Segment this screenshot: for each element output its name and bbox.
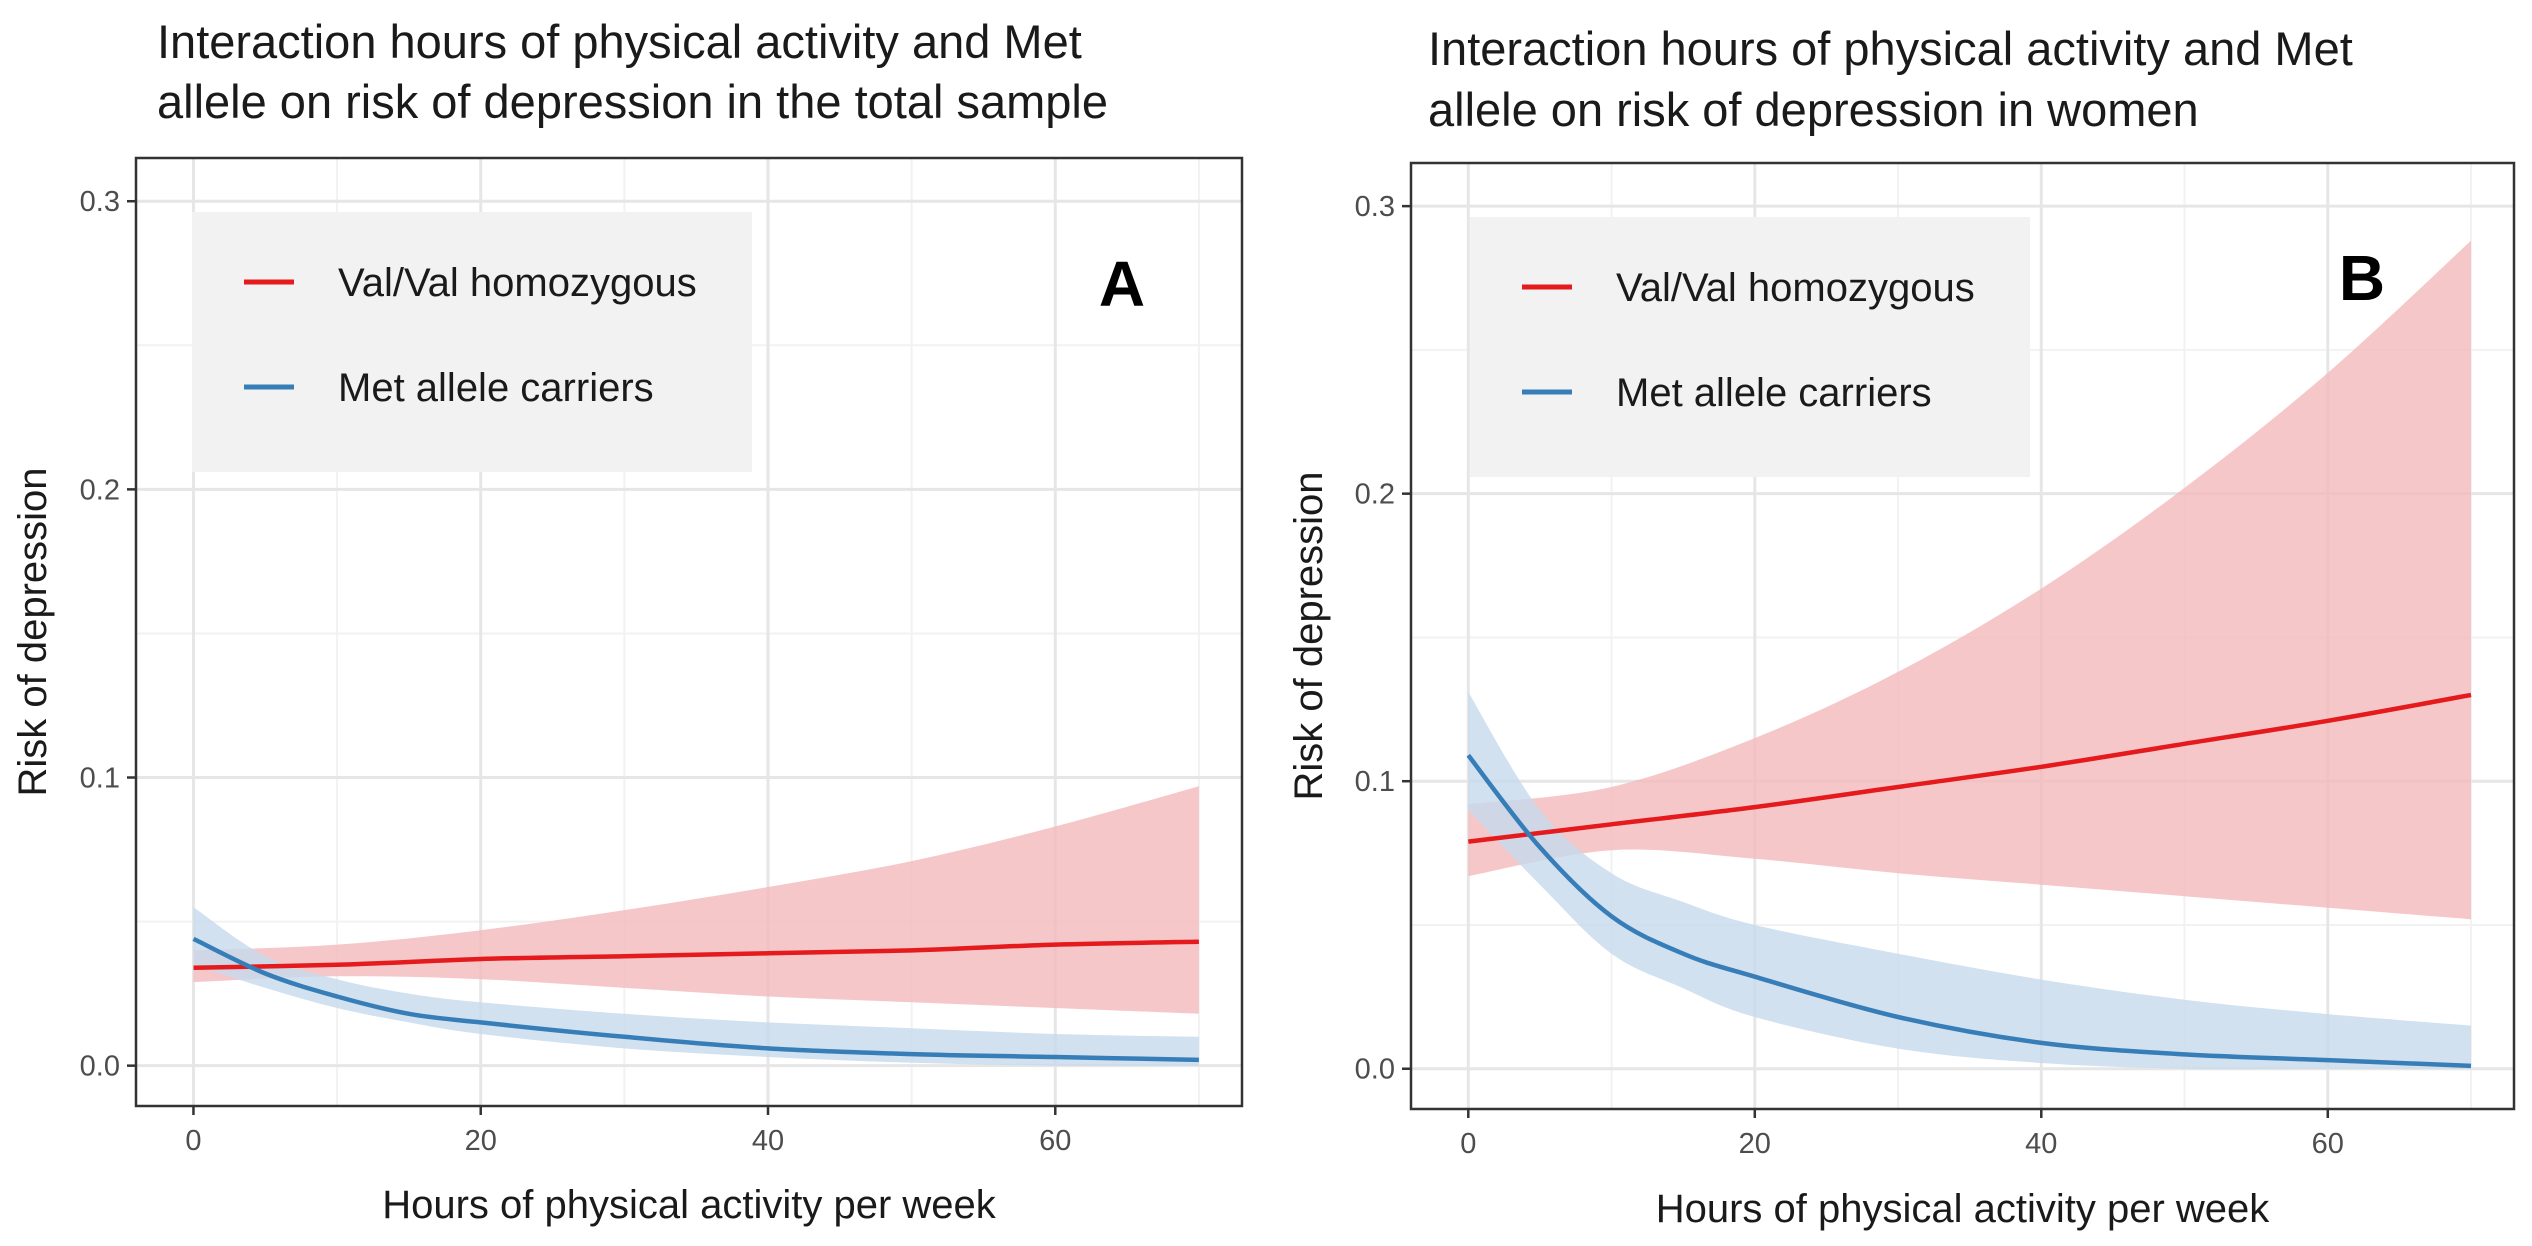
plot-border [1409, 161, 2516, 1111]
legend-item-met-carriers: Met allele carriers [244, 366, 654, 410]
x-tick-label: 0 [1460, 1128, 1476, 1160]
y-axis-label: Risk of depression [11, 467, 55, 796]
legend-label: Met allele carriers [338, 366, 654, 410]
y-tick-label: 0.2 [1355, 479, 1395, 511]
x-tick-label: 60 [2312, 1128, 2344, 1160]
y-tick-label: 0.3 [80, 186, 120, 218]
legend: Val/Val homozygous Met allele carriers [1470, 217, 2030, 477]
legend-item-val-val: Val/Val homozygous [244, 261, 697, 305]
series-line-val-val [193, 939, 1199, 970]
legend-label: Val/Val homozygous [1616, 266, 1975, 310]
x-tick-label: 20 [1739, 1128, 1771, 1160]
panel-letter: B [2339, 242, 2385, 314]
y-tick-label: 0.0 [1355, 1054, 1395, 1086]
panel-b: Interaction hours of physical activity a… [1287, 22, 2516, 1231]
x-tick-label: 0 [185, 1125, 201, 1157]
legend-item-val-val: Val/Val homozygous [1522, 266, 1975, 310]
x-tick-label: 60 [1039, 1125, 1071, 1157]
y-tick-label: 0.1 [80, 763, 120, 795]
y-tick-label: 0.0 [80, 1051, 120, 1083]
x-tick-label: 40 [752, 1125, 784, 1157]
confidence-band-met-carriers [1468, 692, 2471, 1070]
x-tick-label: 40 [2025, 1128, 2057, 1160]
chart-title-line: Interaction hours of physical activity a… [1428, 22, 2353, 75]
x-axis-label: Hours of physical activity per week [1656, 1187, 2271, 1231]
series-line-met-carriers [1466, 753, 2472, 1069]
legend-label: Met allele carriers [1616, 371, 1932, 415]
chart-title-line: allele on risk of depression in the tota… [157, 75, 1108, 128]
confidence-band-val-val [193, 786, 1199, 1014]
x-tick-label: 20 [465, 1125, 497, 1157]
y-tick-label: 0.2 [80, 474, 120, 506]
y-axis-label: Risk of depression [1287, 471, 1331, 800]
y-tick-label: 0.3 [1355, 191, 1395, 223]
confidence-band-met-carriers [193, 907, 1199, 1066]
series-line-met-carriers [192, 936, 1199, 1063]
legend-item-met-carriers: Met allele carriers [1522, 371, 1932, 415]
legend-label: Val/Val homozygous [338, 261, 697, 305]
x-axis-label: Hours of physical activity per week [382, 1183, 997, 1227]
legend-box [1470, 217, 2030, 477]
plot-border [134, 156, 1244, 1108]
chart-title-line: Interaction hours of physical activity a… [157, 15, 1082, 68]
legend: Val/Val homozygous Met allele carriers [192, 212, 752, 472]
panel-letter: A [1099, 248, 1145, 320]
legend-box [192, 212, 752, 472]
chart-title-line: allele on risk of depression in women [1428, 83, 2199, 136]
confidence-band-val-val [1468, 240, 2471, 920]
panel-a: Interaction hours of physical activity a… [11, 15, 1244, 1227]
y-tick-label: 0.1 [1355, 766, 1395, 798]
series-line-val-val [1468, 692, 2472, 844]
